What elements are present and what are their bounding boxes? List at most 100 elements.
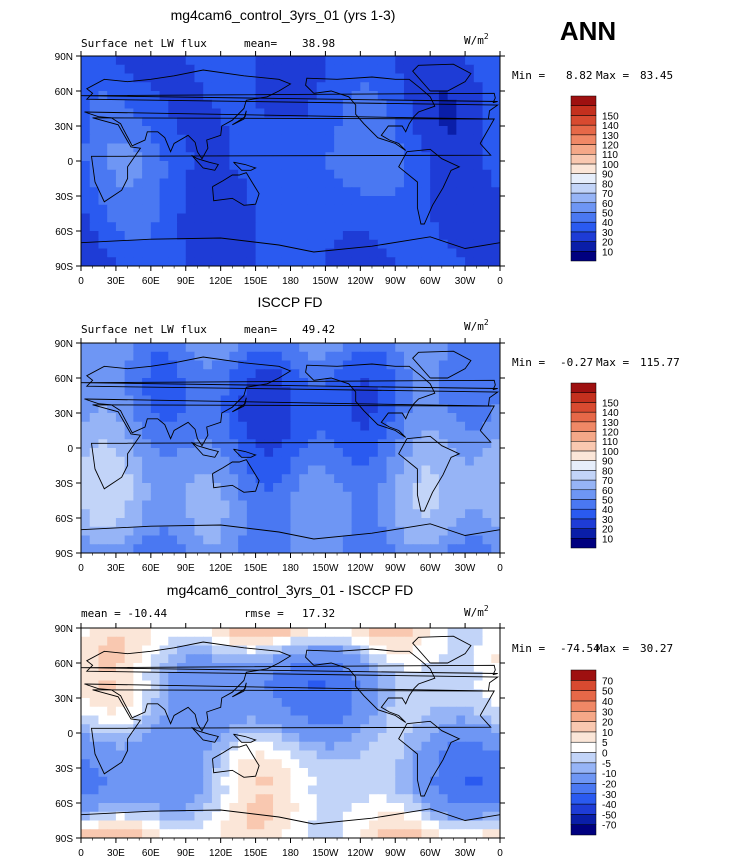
field-cell xyxy=(369,343,379,353)
field-cell xyxy=(447,134,457,145)
field-cell xyxy=(194,759,204,769)
field-cell xyxy=(229,117,239,127)
field-cell xyxy=(334,535,344,545)
field-cell xyxy=(482,343,492,353)
y-tick-label: 30S xyxy=(55,479,73,490)
field-cell xyxy=(150,803,161,813)
field-cell xyxy=(325,82,335,92)
field-cell xyxy=(351,169,361,180)
field-cell xyxy=(255,239,265,250)
colorbar-label: 70 xyxy=(602,476,614,487)
field-cell xyxy=(264,117,274,127)
field-cell xyxy=(273,369,283,379)
field-cell xyxy=(412,689,423,699)
field-cell xyxy=(159,628,169,638)
field-cell xyxy=(115,134,126,145)
field-cell xyxy=(334,343,344,353)
field-cell xyxy=(369,526,379,537)
coastline xyxy=(412,635,472,664)
field-cell xyxy=(438,73,449,83)
field-cell xyxy=(220,526,230,537)
field-cell xyxy=(473,91,484,101)
field-cell xyxy=(395,448,405,458)
field-cell xyxy=(255,698,265,708)
field-cell xyxy=(482,794,492,804)
field-cell xyxy=(456,776,466,787)
field-cell xyxy=(203,378,213,388)
field-cell xyxy=(185,351,196,362)
field-cell xyxy=(307,474,318,484)
field-cell xyxy=(107,483,117,493)
field-cell xyxy=(133,64,143,75)
field-cell xyxy=(229,518,239,528)
field-cell xyxy=(395,663,405,673)
units-exponent: 2 xyxy=(484,318,489,327)
field-cell xyxy=(238,430,248,440)
field-cell xyxy=(229,654,239,664)
field-cell xyxy=(264,430,274,440)
field-cell xyxy=(81,526,91,537)
field-cell xyxy=(159,544,169,553)
field-cell xyxy=(430,636,440,647)
field-cell xyxy=(98,161,108,171)
field-cell xyxy=(255,448,265,458)
field-cell xyxy=(342,386,353,397)
field-cell xyxy=(142,518,152,528)
field-cell xyxy=(168,143,178,153)
field-cell xyxy=(281,465,292,475)
field-cell xyxy=(81,544,91,553)
field-cell xyxy=(142,750,152,760)
field-cell xyxy=(386,143,396,153)
field-cell xyxy=(299,386,309,397)
field-cell xyxy=(124,248,134,258)
colorbar-box xyxy=(570,382,597,393)
field-cell xyxy=(482,733,492,743)
field-cell xyxy=(185,395,196,405)
field-cell xyxy=(133,343,143,353)
field-cell xyxy=(403,794,414,804)
field-cell xyxy=(142,143,152,153)
field-cell xyxy=(316,654,327,664)
field-cell xyxy=(81,474,91,484)
field-cell xyxy=(273,386,283,397)
field-cell xyxy=(351,636,361,647)
field-cell xyxy=(246,82,257,92)
field-cell xyxy=(203,448,213,458)
field-cell xyxy=(456,689,466,699)
field-cell xyxy=(185,108,196,118)
field-cell xyxy=(203,750,213,760)
field-cell xyxy=(203,741,213,752)
field-cell xyxy=(473,750,484,760)
field-cell xyxy=(473,64,484,75)
field-cell xyxy=(465,56,475,66)
field-cell xyxy=(115,741,126,752)
field-cell xyxy=(220,518,230,528)
field-cell xyxy=(159,663,169,673)
field-cell xyxy=(220,663,230,673)
field-cell xyxy=(133,526,143,537)
field-cell xyxy=(133,465,143,475)
field-cell xyxy=(159,343,169,353)
field-cell xyxy=(185,759,196,769)
field-cell xyxy=(377,248,388,258)
field-cell xyxy=(89,465,100,475)
field-cell xyxy=(386,439,396,449)
field-cell xyxy=(150,134,161,145)
field-cell xyxy=(159,248,169,258)
field-cell xyxy=(142,706,152,717)
field-cell xyxy=(438,404,449,414)
field-cell xyxy=(98,187,108,197)
field-cell xyxy=(281,404,292,414)
field-cell xyxy=(307,671,318,682)
field-cell xyxy=(447,829,457,838)
field-cell xyxy=(159,178,169,188)
field-cell xyxy=(342,143,353,153)
field-cell xyxy=(299,544,309,553)
field-cell xyxy=(360,178,370,188)
field-cell xyxy=(220,231,230,241)
field-cell xyxy=(185,239,196,250)
field-cell xyxy=(98,671,108,682)
field-cell xyxy=(281,689,292,699)
x-tick-label: 150W xyxy=(312,563,339,574)
field-cell xyxy=(395,654,405,664)
